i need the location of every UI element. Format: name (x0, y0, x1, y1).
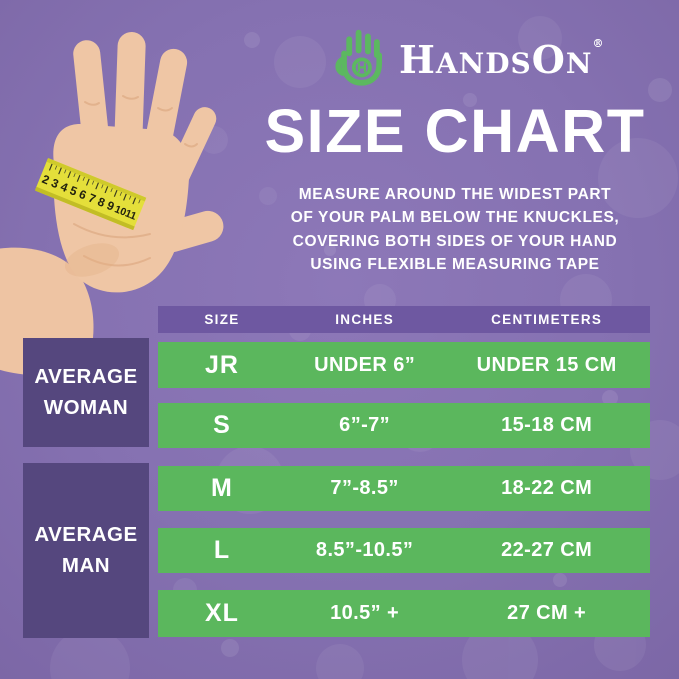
group-label-average-man: AVERAGE MAN (23, 463, 149, 638)
size-cell: S (213, 411, 231, 439)
svg-text:8: 8 (96, 194, 108, 210)
measuring-instructions: MEASURE AROUND THE WIDEST PART OF YOUR P… (290, 186, 620, 273)
centimeters-cell: 22-27 CM (501, 539, 593, 561)
column-header-centimeters: CENTIMETERS (491, 312, 603, 327)
table-row-s: S 6”-7” 15-18 CM (158, 403, 650, 448)
measuring-tape: 2 3 4 5 6 7 8 9 10 11 (34, 158, 147, 231)
inches-cell: 10.5” + (330, 602, 400, 624)
svg-text:9: 9 (105, 198, 117, 214)
hand-with-measuring-tape-photo: 2 3 4 5 6 7 8 9 10 11 (0, 32, 224, 376)
centimeters-cell: UNDER 15 CM (476, 353, 617, 376)
size-cell: M (211, 474, 233, 502)
inches-cell: 6”-7” (339, 414, 391, 436)
svg-text:11: 11 (123, 207, 138, 222)
table-row-xl: XL 10.5” + 27 CM + (158, 590, 650, 637)
brand-wordmark: HANDSON® (399, 36, 604, 82)
table-row-jr: JR UNDER 6” UNDER 15 CM (158, 342, 650, 388)
size-cell: JR (204, 350, 239, 379)
svg-text:4: 4 (59, 179, 71, 195)
centimeters-cell: 15-18 CM (501, 414, 593, 436)
brand-logo: HANDSON® (330, 27, 603, 89)
table-row-m: M 7”-8.5” 18-22 CM (158, 466, 650, 511)
svg-text:3: 3 (49, 176, 61, 192)
group-label-average-woman: AVERAGE WOMAN (23, 338, 149, 447)
svg-text:7: 7 (86, 191, 98, 207)
handson-hand-icon (335, 29, 383, 86)
svg-text:6: 6 (77, 187, 89, 203)
table-header-row: SIZE INCHES CENTIMETERS (158, 306, 650, 333)
centimeters-cell: 18-22 CM (501, 477, 593, 499)
table-row-l: L 8.5”-10.5” 22-27 CM (158, 528, 650, 573)
centimeters-cell: 27 CM + (507, 602, 587, 624)
middle-finger (114, 32, 146, 152)
size-cell: L (213, 536, 231, 564)
column-header-inches: INCHES (335, 312, 395, 327)
svg-text:10: 10 (113, 203, 128, 219)
inches-cell: 7”-8.5” (330, 477, 399, 499)
svg-text:2: 2 (40, 172, 52, 188)
inches-cell: 8.5”-10.5” (315, 539, 414, 561)
column-header-size: SIZE (204, 312, 240, 327)
page-title: SIZE CHART (264, 97, 646, 165)
tape-numbers: 2 3 4 5 6 7 8 9 10 11 (40, 172, 138, 223)
registered-trademark-symbol: ® (592, 36, 604, 50)
size-cell: XL (204, 599, 239, 627)
svg-text:5: 5 (68, 183, 80, 199)
inches-cell: UNDER 6” (314, 353, 416, 376)
